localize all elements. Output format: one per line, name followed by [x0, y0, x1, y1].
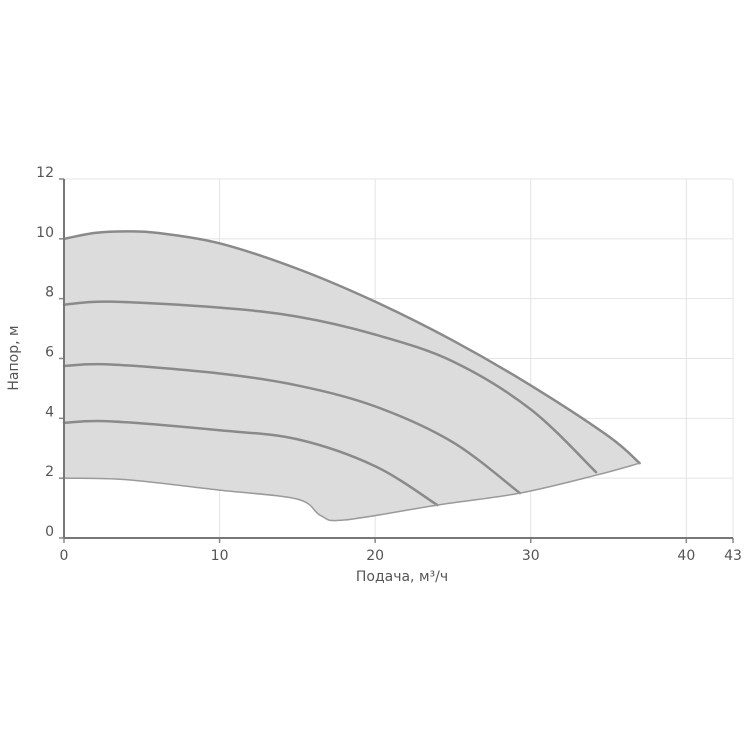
curve: [62, 362, 522, 495]
x-tick-label: 20: [366, 548, 384, 564]
curve: [63, 462, 641, 522]
y-axis-label: Напор, м: [6, 325, 22, 390]
y-tick-label: 0: [45, 524, 54, 540]
area: [64, 231, 640, 521]
x-tick-label: 30: [522, 548, 540, 564]
x-tick-label: 0: [60, 548, 69, 564]
x-axis-label: Подача, м³/ч: [356, 569, 448, 585]
y-tick-label: 2: [45, 464, 54, 480]
curve: [62, 230, 641, 465]
x-tick-label: 43: [724, 548, 742, 564]
x-tick-label: 40: [677, 548, 695, 564]
curve: [62, 300, 598, 474]
y-tick-label: 12: [36, 165, 54, 181]
y-tick-label: 4: [45, 404, 54, 420]
curve: [62, 419, 439, 507]
y-tick-label: 10: [36, 225, 54, 241]
y-tick-label: 6: [45, 345, 54, 361]
x-tick-label: 10: [211, 548, 229, 564]
y-tick-label: 8: [45, 285, 54, 301]
